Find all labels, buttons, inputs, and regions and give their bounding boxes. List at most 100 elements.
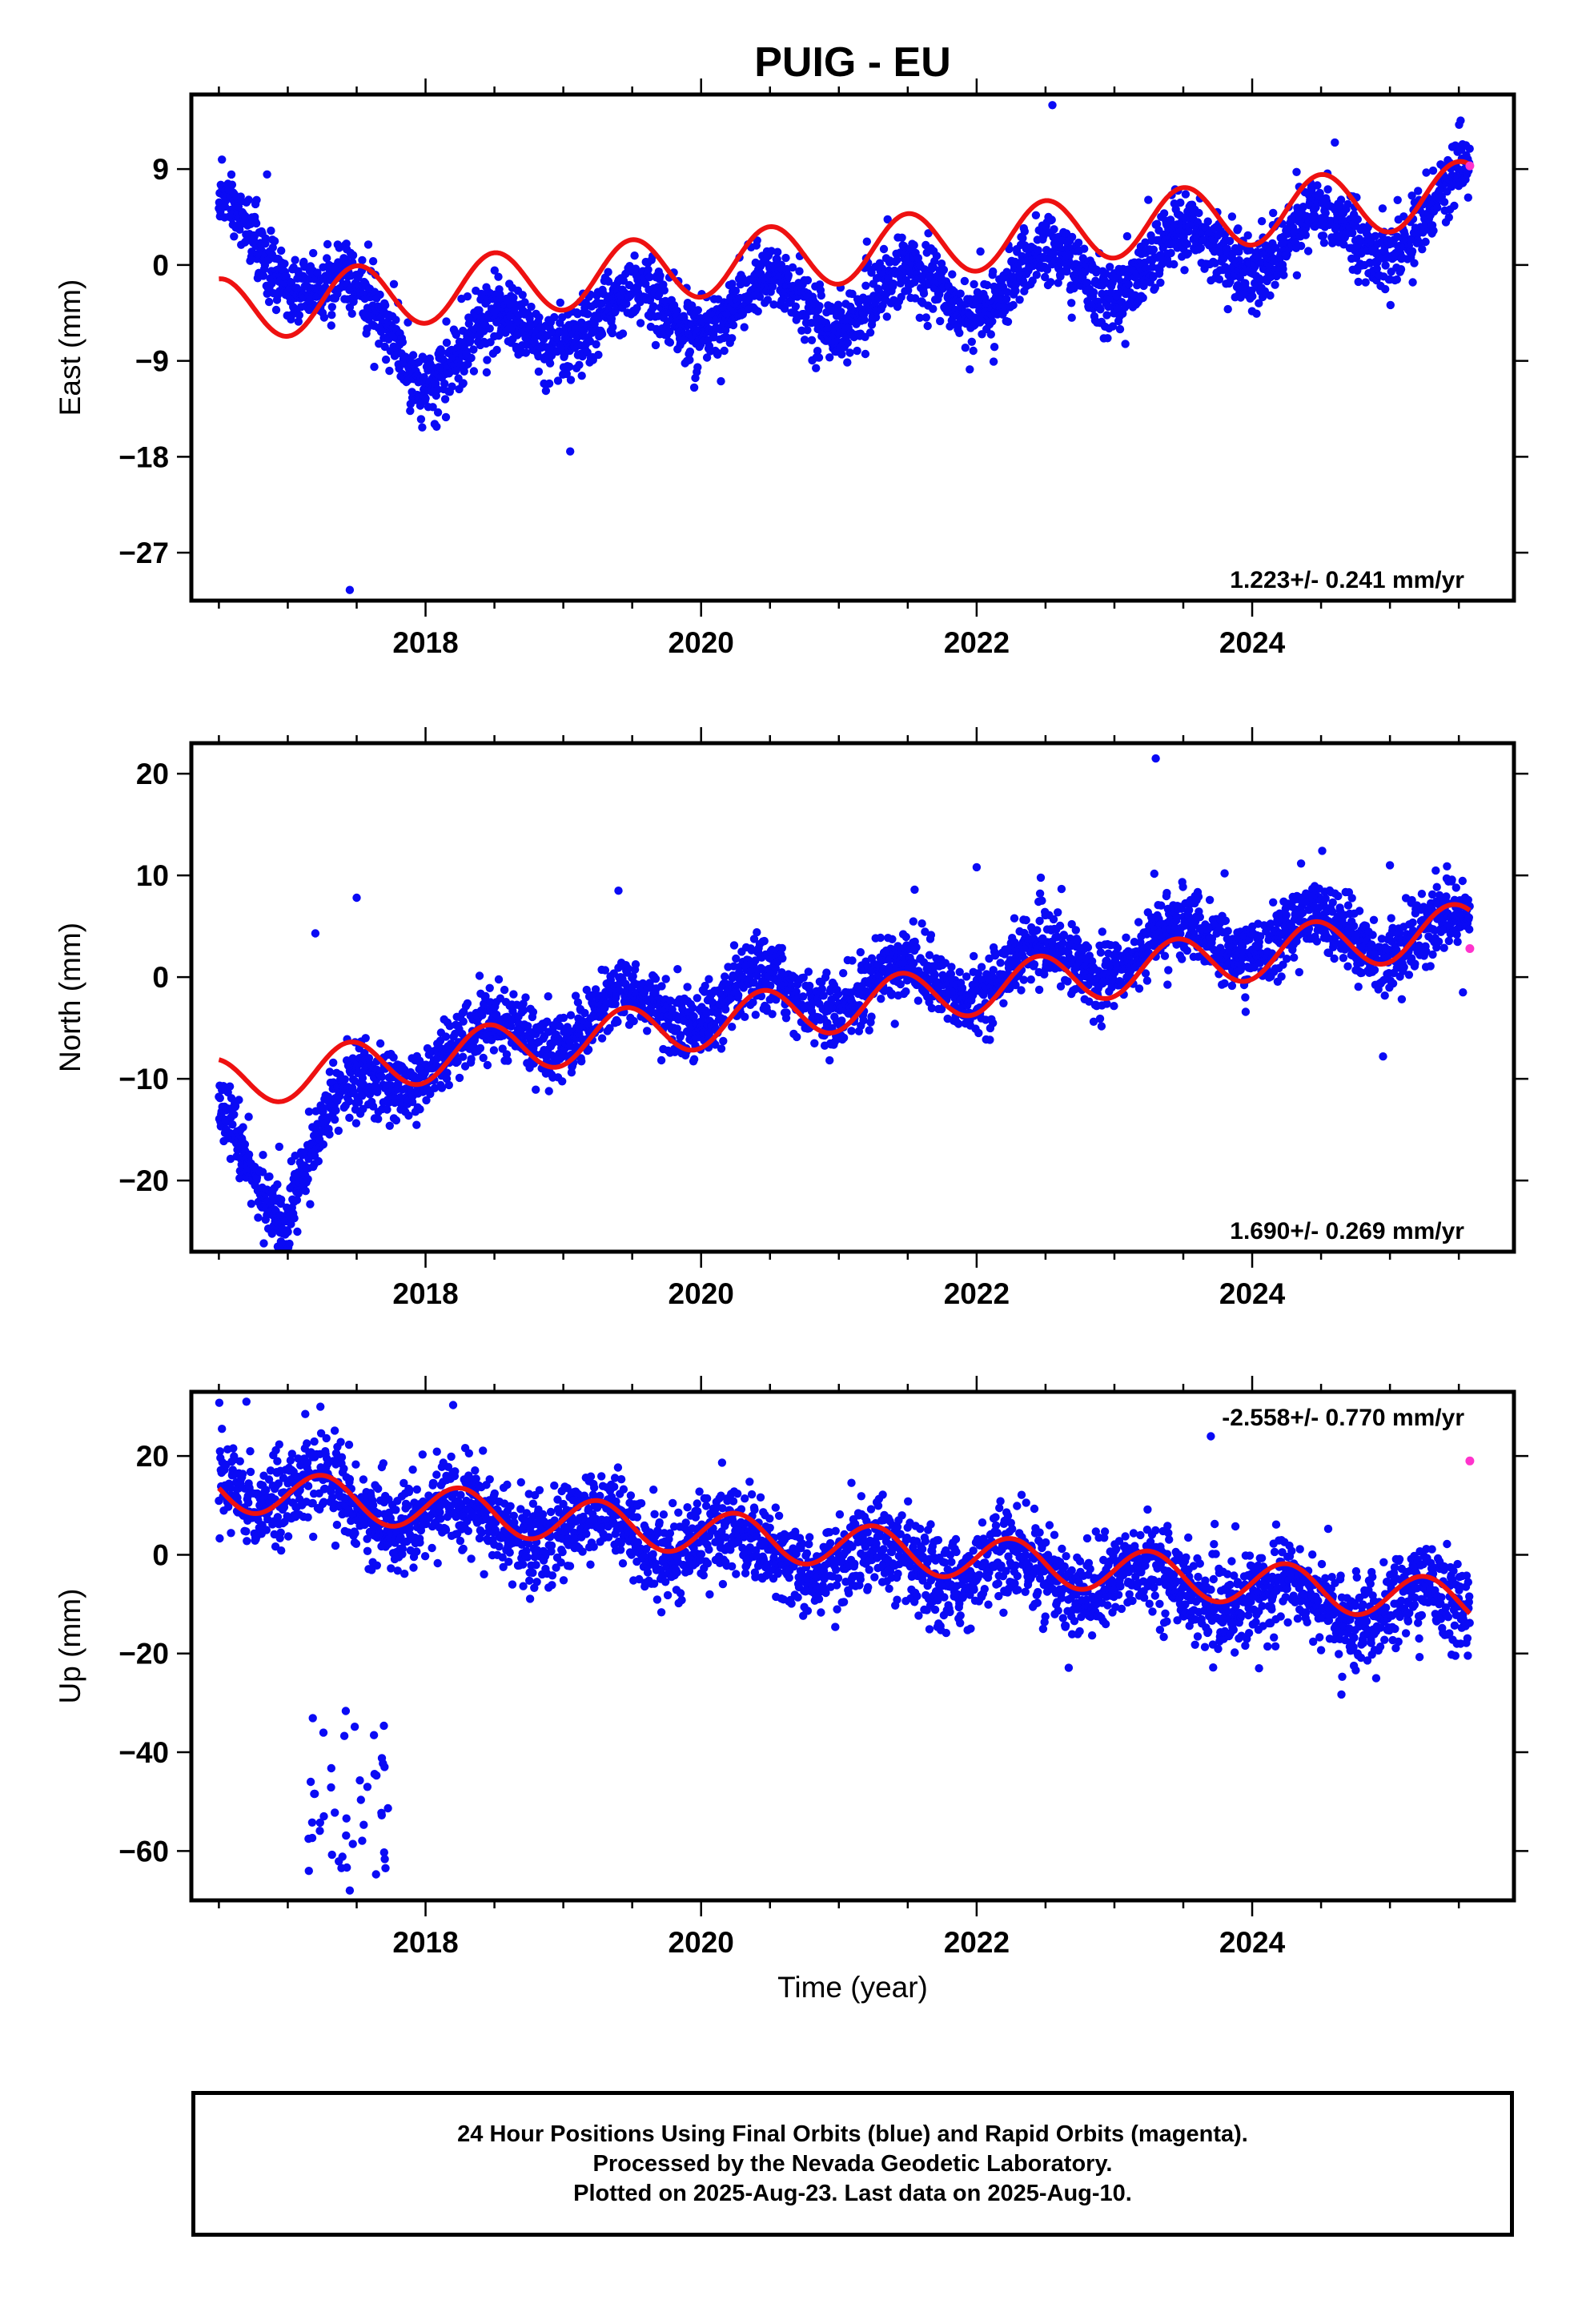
east-data-point bbox=[494, 272, 503, 281]
east-data-point bbox=[1422, 168, 1431, 177]
north-data-point bbox=[728, 1023, 737, 1031]
east-data-point bbox=[889, 279, 898, 288]
velocity-rate-label: 1.223+/- 0.241 mm/yr bbox=[1230, 567, 1464, 593]
east-data-point bbox=[814, 353, 824, 362]
north-data-point bbox=[970, 951, 978, 961]
east-data-point bbox=[358, 255, 367, 265]
north-data-point bbox=[1026, 975, 1036, 984]
east-data-point bbox=[1074, 238, 1083, 247]
north-data-point bbox=[577, 1057, 586, 1066]
north-data-point bbox=[656, 1055, 666, 1065]
north-data-point bbox=[947, 963, 956, 971]
east-data-point bbox=[685, 356, 694, 364]
east-data-point bbox=[469, 345, 478, 354]
east-data-point bbox=[807, 336, 817, 344]
east-data-point bbox=[1028, 276, 1037, 285]
north-data-point bbox=[986, 1035, 994, 1044]
north-data-point bbox=[629, 1016, 638, 1026]
east-data-point bbox=[1211, 259, 1219, 267]
y-tick-label: −27 bbox=[118, 537, 169, 569]
north-data-point bbox=[1022, 915, 1030, 925]
east-data-point bbox=[721, 326, 730, 335]
north-data-point bbox=[441, 1032, 451, 1041]
north-data-point bbox=[228, 1120, 237, 1129]
east-data-point bbox=[1181, 190, 1191, 199]
east-data-point bbox=[1042, 265, 1052, 274]
x-tick-label: 2020 bbox=[669, 626, 734, 659]
north-data-point bbox=[509, 990, 518, 999]
east-data-point bbox=[960, 276, 970, 286]
north-data-point bbox=[285, 1239, 294, 1248]
north-data-point bbox=[319, 1140, 328, 1149]
east-data-point bbox=[660, 286, 669, 295]
north-data-point bbox=[876, 933, 885, 943]
east-data-point bbox=[363, 240, 373, 249]
north-data-point bbox=[500, 985, 509, 995]
east-data-point bbox=[267, 226, 275, 235]
east-data-point bbox=[347, 309, 356, 318]
north-data-point bbox=[244, 1112, 253, 1121]
east-data-point bbox=[618, 329, 628, 338]
north-data-point bbox=[259, 1239, 268, 1248]
east-data-point bbox=[755, 292, 765, 301]
north-data-point bbox=[273, 1180, 282, 1189]
north-data-point bbox=[865, 1026, 873, 1035]
y-tick-label: 0 bbox=[152, 249, 169, 282]
east-data-point bbox=[1124, 279, 1134, 289]
east-data-point bbox=[1396, 265, 1406, 274]
north-data-point bbox=[732, 954, 741, 963]
north-data-point bbox=[475, 971, 484, 980]
east-data-point bbox=[936, 316, 945, 326]
north-data-point bbox=[404, 1111, 413, 1120]
east-data-point bbox=[1354, 277, 1363, 287]
east-data-point bbox=[688, 301, 697, 310]
north-data-point bbox=[823, 1019, 832, 1027]
east-data-point bbox=[1399, 212, 1408, 221]
north-data-point bbox=[375, 1039, 385, 1048]
east-data-point bbox=[815, 302, 824, 311]
east-data-point bbox=[731, 286, 741, 296]
east-data-point bbox=[1269, 208, 1278, 218]
east-data-point bbox=[781, 253, 790, 263]
east-data-point bbox=[280, 259, 289, 268]
north-data-point bbox=[859, 1015, 868, 1025]
north-data-point bbox=[628, 971, 637, 981]
north-data-point bbox=[1035, 889, 1045, 899]
east-data-point bbox=[1243, 231, 1252, 240]
north-data-point bbox=[325, 1068, 335, 1076]
east-data-point bbox=[264, 297, 274, 307]
east-data-point bbox=[1103, 334, 1112, 343]
east-data-point bbox=[853, 346, 861, 356]
east-data-point bbox=[693, 363, 702, 372]
east-data-point bbox=[406, 406, 415, 416]
north-data-point bbox=[999, 999, 1008, 1008]
east-data-point bbox=[845, 348, 854, 357]
east-data-point bbox=[604, 267, 612, 276]
east-data-point bbox=[1234, 224, 1243, 233]
north-data-point bbox=[1030, 960, 1039, 969]
north-data-point bbox=[958, 983, 967, 993]
east-data-point bbox=[780, 304, 789, 313]
north-data-point bbox=[467, 1055, 476, 1063]
east-data-point bbox=[464, 320, 473, 328]
north-data-point bbox=[485, 983, 494, 993]
east-data-point bbox=[518, 291, 527, 300]
north-data-point bbox=[459, 1017, 468, 1026]
north-data-point bbox=[793, 1032, 801, 1042]
east-data-point bbox=[843, 338, 853, 348]
east-data-point bbox=[323, 239, 332, 249]
east-data-point bbox=[1032, 271, 1042, 279]
north-data-point bbox=[544, 1087, 553, 1096]
north-data-point bbox=[408, 1097, 417, 1107]
east-data-point bbox=[769, 300, 778, 309]
east-data-point bbox=[1319, 239, 1329, 247]
north-data-point bbox=[833, 990, 843, 999]
east-data-point bbox=[1002, 287, 1012, 296]
east-data-point bbox=[843, 358, 852, 367]
east-data-point bbox=[1203, 217, 1212, 226]
north-data-point bbox=[306, 1200, 315, 1208]
north-data-point bbox=[734, 991, 743, 999]
east-data-point bbox=[408, 351, 418, 360]
